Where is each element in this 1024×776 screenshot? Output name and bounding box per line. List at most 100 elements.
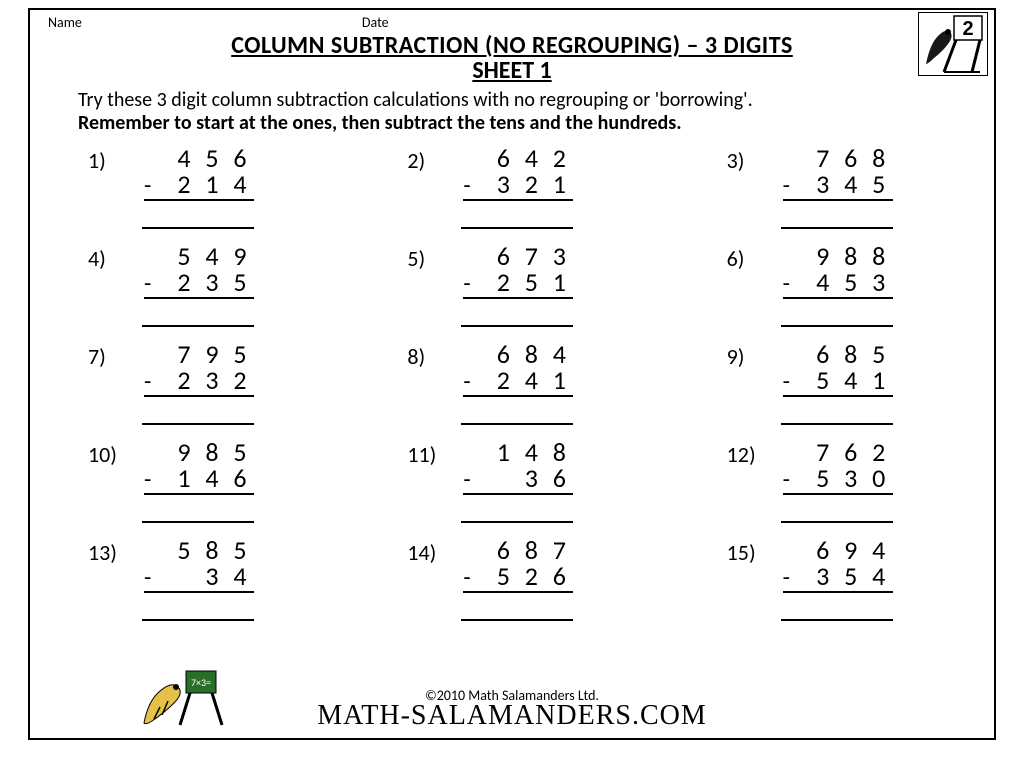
digit: 6 bbox=[545, 465, 573, 491]
digit: 0 bbox=[865, 465, 893, 491]
problem-number: 4) bbox=[88, 243, 142, 272]
digit: 1 bbox=[865, 367, 893, 393]
minus-operator: - bbox=[783, 272, 809, 296]
problem: 11)148-36 bbox=[407, 439, 656, 523]
problem: 8)684-241 bbox=[407, 341, 656, 425]
minus-operator: - bbox=[144, 272, 170, 296]
minus-operator: - bbox=[783, 468, 809, 492]
minus-operator: - bbox=[783, 370, 809, 394]
digit: 2 bbox=[517, 563, 545, 589]
answer-line bbox=[461, 305, 573, 327]
problem-number: 6) bbox=[727, 243, 781, 272]
digit: 4 bbox=[226, 563, 254, 589]
problem-number: 12) bbox=[727, 439, 781, 468]
answer-line bbox=[461, 403, 573, 425]
digit: 4 bbox=[865, 563, 893, 589]
answer-line bbox=[461, 207, 573, 229]
digit: 5 bbox=[226, 269, 254, 295]
answer-line bbox=[142, 403, 254, 425]
minus-operator: - bbox=[463, 468, 489, 492]
digit: 2 bbox=[170, 269, 198, 295]
problem-number: 5) bbox=[407, 243, 461, 272]
subtrahend-row: -146 bbox=[144, 465, 254, 495]
minus-operator: - bbox=[463, 370, 489, 394]
problem-calc: 684-241 bbox=[461, 341, 573, 425]
answer-line bbox=[781, 599, 893, 621]
minus-operator: - bbox=[144, 174, 170, 198]
answer-line bbox=[781, 207, 893, 229]
digit: 3 bbox=[517, 465, 545, 491]
problem: 1)456-214 bbox=[88, 145, 337, 229]
problem: 10)985-146 bbox=[88, 439, 337, 523]
subtrahend-row: -232 bbox=[144, 367, 254, 397]
problem-number: 14) bbox=[407, 537, 461, 566]
problem: 7)795-232 bbox=[88, 341, 337, 425]
problem-calc: 694-354 bbox=[781, 537, 893, 621]
digit: 3 bbox=[865, 269, 893, 295]
problem-calc: 685-541 bbox=[781, 341, 893, 425]
problem-calc: 687-526 bbox=[461, 537, 573, 621]
answer-line bbox=[461, 599, 573, 621]
problem-calc: 768-345 bbox=[781, 145, 893, 229]
subtrahend-row: -235 bbox=[144, 269, 254, 299]
problem-calc: 148-36 bbox=[461, 439, 573, 523]
problem-row: 1)456-214 2)642-321 3)768-345 bbox=[88, 145, 976, 229]
answer-line bbox=[142, 305, 254, 327]
digit: 5 bbox=[517, 269, 545, 295]
date-label: Date bbox=[362, 14, 389, 31]
problem-calc: 642-321 bbox=[461, 145, 573, 229]
problem-calc: 456-214 bbox=[142, 145, 254, 229]
digit: 5 bbox=[837, 269, 865, 295]
footer-salamander-icon: 7×3= bbox=[140, 667, 230, 732]
problem: 3)768-345 bbox=[727, 145, 976, 229]
problem: 6)988-453 bbox=[727, 243, 976, 327]
subtrahend-row: - 36 bbox=[463, 465, 573, 495]
answer-line bbox=[461, 501, 573, 523]
problem: 2)642-321 bbox=[407, 145, 656, 229]
answer-line bbox=[781, 403, 893, 425]
answer-line bbox=[142, 207, 254, 229]
minus-operator: - bbox=[463, 566, 489, 590]
digit: 1 bbox=[489, 439, 517, 465]
answer-line bbox=[781, 501, 893, 523]
subtrahend-row: - 34 bbox=[144, 563, 254, 593]
problems-grid: 1)456-2142)642-3213)768-3454)549-2355)67… bbox=[88, 145, 976, 621]
title-line-2: SHEET 1 bbox=[48, 56, 976, 85]
digit: 2 bbox=[170, 171, 198, 197]
digit: 4 bbox=[198, 465, 226, 491]
subtrahend-row: -526 bbox=[463, 563, 573, 593]
digit: 6 bbox=[226, 465, 254, 491]
problem-number: 9) bbox=[727, 341, 781, 370]
problem-number: 11) bbox=[407, 439, 461, 468]
problem-number: 3) bbox=[727, 145, 781, 174]
digit: 2 bbox=[170, 367, 198, 393]
problem-number: 15) bbox=[727, 537, 781, 566]
instructions: Try these 3 digit column subtraction cal… bbox=[78, 89, 898, 135]
problem: 14)687-526 bbox=[407, 537, 656, 621]
subtrahend-row: -345 bbox=[783, 171, 893, 201]
footer: 7×3= ©2010 Math Salamanders Ltd. MATH-SA… bbox=[30, 687, 994, 732]
digit: 6 bbox=[545, 563, 573, 589]
subtrahend-row: -541 bbox=[783, 367, 893, 397]
problem-calc: 795-232 bbox=[142, 341, 254, 425]
digit: 1 bbox=[545, 171, 573, 197]
digit: 3 bbox=[198, 367, 226, 393]
digit: 5 bbox=[809, 465, 837, 491]
minus-operator: - bbox=[144, 566, 170, 590]
problem-number: 2) bbox=[407, 145, 461, 174]
answer-line bbox=[781, 305, 893, 327]
problem-calc: 985-146 bbox=[142, 439, 254, 523]
subtrahend-row: -214 bbox=[144, 171, 254, 201]
problem-calc: 762-530 bbox=[781, 439, 893, 523]
title-block: COLUMN SUBTRACTION (NO REGROUPING) – 3 D… bbox=[48, 31, 976, 85]
minus-operator: - bbox=[783, 566, 809, 590]
problem: 12)762-530 bbox=[727, 439, 976, 523]
problem: 15)694-354 bbox=[727, 537, 976, 621]
subtrahend-row: -354 bbox=[783, 563, 893, 593]
digit: 3 bbox=[198, 563, 226, 589]
minus-operator: - bbox=[783, 174, 809, 198]
answer-line bbox=[142, 501, 254, 523]
problem-number: 7) bbox=[88, 341, 142, 370]
digit: 3 bbox=[809, 171, 837, 197]
problem-row: 4)549-2355)673-2516)988-453 bbox=[88, 243, 976, 327]
